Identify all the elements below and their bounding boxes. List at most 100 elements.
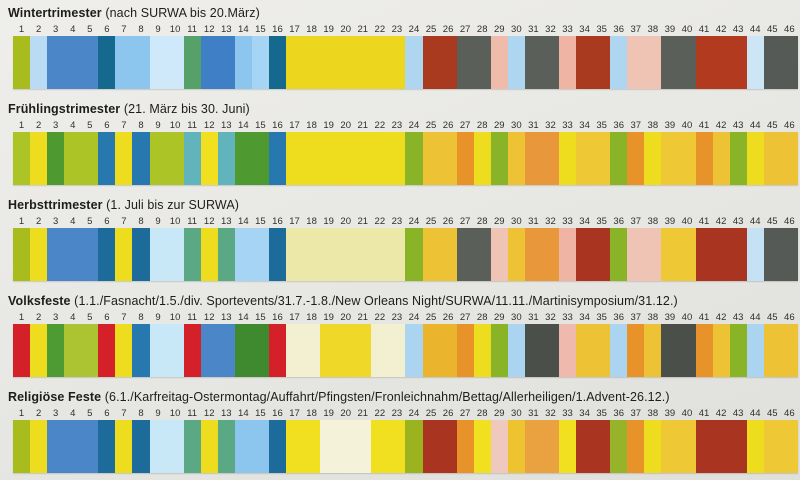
- week-number-label: 12: [203, 312, 215, 323]
- week-cell: [422, 420, 440, 473]
- week-number-label: 44: [749, 24, 761, 35]
- week-cell: [388, 420, 406, 473]
- week-number-label: 38: [647, 24, 659, 35]
- week-number-label: 34: [579, 216, 590, 227]
- week-number-label: 46: [784, 216, 795, 227]
- week-number-label: 35: [596, 408, 607, 419]
- week-number-label: 5: [87, 24, 93, 35]
- week-number-label: 40: [681, 24, 693, 35]
- week-cell: [98, 324, 116, 377]
- week-cell: [132, 420, 150, 473]
- week-cell: [115, 420, 133, 473]
- week-number-label: 22: [374, 408, 386, 419]
- week-number-label: 18: [306, 312, 317, 323]
- week-cell: [166, 420, 184, 473]
- week-number-label: 30: [511, 312, 522, 323]
- week-number-label: 38: [647, 408, 659, 419]
- week-number-label: 28: [476, 24, 488, 35]
- week-number-label: 45: [766, 216, 778, 227]
- week-number-label: 32: [545, 408, 556, 419]
- week-cell: [115, 228, 133, 281]
- week-cell: [507, 132, 525, 185]
- week-number-label: 40: [681, 216, 693, 227]
- week-cell: [473, 228, 491, 281]
- week-cell: [47, 420, 65, 473]
- week-cell: [388, 324, 406, 377]
- week-cell: [780, 36, 798, 89]
- week-number-label: 30: [511, 408, 522, 419]
- week-number-label: 11: [187, 408, 198, 419]
- week-cell: [610, 228, 628, 281]
- week-cell: [644, 132, 662, 185]
- week-cell: [712, 132, 730, 185]
- week-cell: [371, 36, 389, 89]
- week-cell: [422, 324, 440, 377]
- week-cell: [456, 228, 474, 281]
- week-number-label: 39: [664, 216, 676, 227]
- week-cell: [64, 228, 82, 281]
- week-cell: [337, 132, 355, 185]
- week-cell: [337, 228, 355, 281]
- week-number-label: 25: [425, 216, 437, 227]
- week-cell: [712, 228, 730, 281]
- week-number-label: 10: [169, 24, 181, 35]
- week-cell: [610, 36, 628, 89]
- week-number-label: 20: [340, 120, 351, 131]
- week-number-label: 6: [104, 24, 110, 35]
- week-cell: [13, 36, 31, 89]
- week-number-label: 45: [766, 408, 778, 419]
- week-number-label: 42: [715, 312, 727, 323]
- week-number-label: 8: [138, 24, 144, 35]
- week-cell: [64, 36, 82, 89]
- week-cell: [98, 132, 116, 185]
- week-number-label: 3: [53, 216, 59, 227]
- week-number-label: 25: [425, 24, 437, 35]
- week-number-label: 4: [70, 24, 76, 35]
- week-cell: [47, 324, 65, 377]
- week-cell: [320, 324, 338, 377]
- week-number-label: 1: [18, 120, 25, 131]
- week-cell: [661, 36, 679, 89]
- week-number-label: 5: [87, 216, 93, 227]
- week-cell: [286, 324, 304, 377]
- week-cell: [268, 228, 286, 281]
- week-cell: [507, 420, 525, 473]
- week-cell: [81, 36, 99, 89]
- week-cell: [678, 228, 696, 281]
- week-cell: [559, 420, 577, 473]
- week-number-label: 36: [613, 120, 624, 131]
- week-number-axis: 1 2 3 4 5 6 7 8 9 10 11 12 13 14 15 16 17 18 19 20 21 22 23 24 2…: [0, 407, 800, 420]
- week-cell: [678, 420, 696, 473]
- week-cell: [593, 420, 611, 473]
- week-number-label: 20: [340, 312, 351, 323]
- week-number-label: 8: [138, 408, 144, 419]
- week-cell: [541, 132, 559, 185]
- week-cell: [149, 132, 167, 185]
- week-cell: [593, 36, 611, 89]
- week-cell: [286, 36, 304, 89]
- week-number-label: 41: [698, 312, 710, 323]
- week-number-label: 39: [664, 312, 676, 323]
- week-number-label: 36: [613, 216, 624, 227]
- row-title-name: Wintertrimester: [8, 6, 102, 20]
- week-cell: [149, 324, 167, 377]
- row-title: Wintertrimester (nach SURWA bis 20.März): [0, 6, 800, 21]
- week-number-label: 43: [732, 24, 744, 35]
- week-number-label: 5: [87, 312, 93, 323]
- week-number-label: 3: [53, 408, 59, 419]
- week-cell: [507, 36, 525, 89]
- week-cell: [763, 36, 781, 89]
- week-number-label: 26: [442, 312, 454, 323]
- week-cell: [81, 132, 99, 185]
- week-number-axis: 1 2 3 4 5 6 7 8 9 10 11 12 13 14 15 16 17 18 19 20 21 22 23 24 2…: [0, 215, 800, 228]
- week-cell: [234, 324, 252, 377]
- week-number-label: 27: [459, 408, 471, 419]
- week-cell: [30, 420, 48, 473]
- week-number-label: 33: [562, 408, 573, 419]
- week-number-label: 12: [203, 408, 215, 419]
- week-cell: [644, 36, 662, 89]
- week-cell: [780, 420, 798, 473]
- timeline-row: Volksfeste (1.1./Fasnacht/1.5./div. Spor…: [0, 288, 800, 384]
- week-cell: [30, 228, 48, 281]
- week-number-label: 20: [340, 24, 351, 35]
